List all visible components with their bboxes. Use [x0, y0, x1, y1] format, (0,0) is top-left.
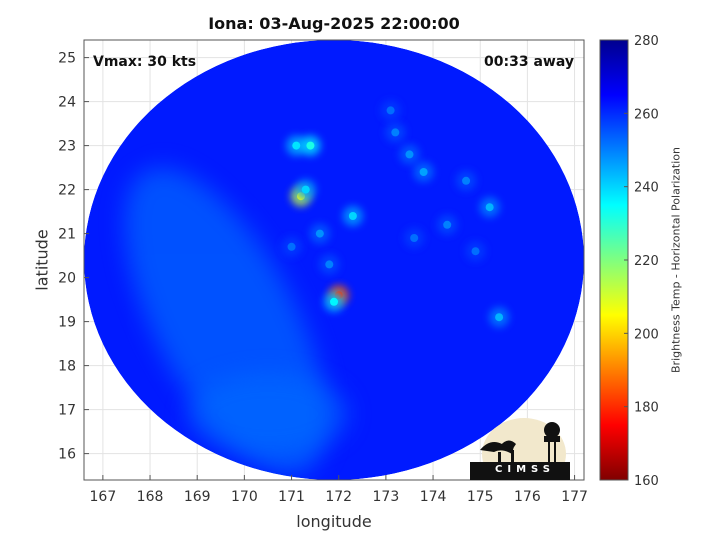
feature-core [405, 150, 414, 159]
feature-core [287, 242, 296, 251]
y-tick-label: 20 [58, 271, 76, 287]
x-tick-label: 167 [90, 489, 117, 505]
colorbar-tick-label: 280 [634, 34, 659, 49]
y-ticks: 16 17 18 19 20 21 22 23 24 25 [58, 51, 89, 463]
y-tick-label: 18 [58, 359, 76, 375]
colorbar-tick-label: 200 [634, 327, 659, 342]
feature-core [419, 168, 428, 176]
feature-core [292, 141, 301, 150]
colorbar-tick-label: 180 [634, 401, 659, 416]
feature-core [330, 297, 338, 306]
feature-core [306, 141, 315, 150]
x-tick-label: 170 [231, 489, 258, 505]
swath-group [84, 40, 584, 480]
feature-core [443, 220, 452, 229]
x-tick-label: 169 [184, 489, 211, 505]
feature-core [485, 203, 494, 212]
chart-title: Iona: 03-Aug-2025 22:00:00 [208, 14, 460, 33]
colorbar-tick-label: 240 [634, 181, 659, 196]
feature-core [495, 313, 504, 322]
swath-field [84, 40, 584, 480]
feature-core [301, 185, 310, 194]
feature-core [462, 176, 471, 185]
colorbar-tick-label: 160 [634, 474, 659, 489]
axes-frame [83, 39, 585, 481]
vmax-annotation: Vmax: 30 kts [93, 54, 197, 70]
colorbar-tick-label: 220 [634, 254, 659, 269]
y-tick-label: 25 [58, 51, 76, 67]
y-tick-label: 22 [58, 183, 76, 199]
y-tick-label: 17 [58, 403, 76, 419]
x-tick-label: 172 [325, 489, 352, 505]
x-tick-label: 174 [420, 489, 447, 505]
x-ticks: 167 168 169 170 171 172 173 174 175 176 177 [90, 475, 588, 505]
x-tick-label: 168 [137, 489, 164, 505]
feature-core [391, 128, 400, 137]
colorbar-ticks: 160 180 200 220 240 260 280 [624, 34, 659, 489]
feature-core [471, 247, 480, 256]
cimss-logo-text: CIMSS [495, 464, 555, 475]
y-tick-label: 19 [58, 315, 76, 331]
x-tick-label: 173 [373, 489, 400, 505]
feature-core [386, 106, 395, 115]
cimss-logo [470, 418, 570, 480]
feature-core [410, 234, 419, 242]
feature-core [315, 229, 324, 238]
y-tick-label: 16 [58, 447, 76, 463]
x-tick-label: 177 [561, 489, 588, 505]
x-axis-label: longitude [296, 512, 372, 531]
colorbar-tick-label: 260 [634, 107, 659, 122]
feature-core [325, 260, 334, 269]
warm-band-south [187, 374, 348, 454]
y-tick-label: 24 [58, 95, 76, 111]
x-tick-label: 175 [467, 489, 494, 505]
x-tick-label: 176 [514, 489, 541, 505]
y-tick-label: 21 [58, 227, 76, 243]
x-tick-label: 171 [278, 489, 305, 505]
y-axis-label: latitude [32, 229, 52, 291]
y-tick-label: 23 [58, 139, 76, 155]
time-away-annotation: 00:33 away [484, 54, 574, 70]
feature-core [348, 212, 357, 220]
colorbar-label: Brightness Temp - Horizontal Polarizatio… [669, 147, 683, 373]
colorbar [599, 39, 629, 481]
